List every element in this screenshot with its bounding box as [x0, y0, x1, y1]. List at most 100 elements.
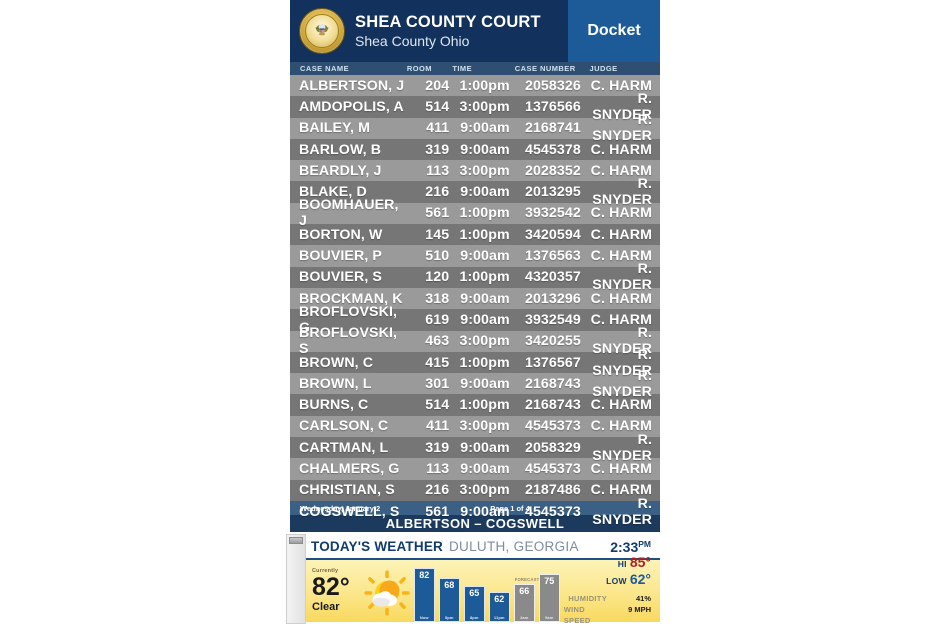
scrollbar[interactable]	[286, 534, 306, 624]
cell-case-name: BARLOW, B	[299, 141, 382, 158]
cell-case-name: BEARDLY, J	[299, 162, 382, 179]
mode-badge-label: Docket	[587, 22, 641, 39]
table-column-header: CASE NAME ROOM TIME CASE NUMBER JUDGE	[290, 62, 660, 75]
forecast-bar: 62 11pm	[488, 592, 510, 622]
cell-room: 216	[425, 482, 450, 499]
forecast-bar-time: 5pm	[444, 615, 454, 620]
cell-room: 561	[425, 503, 450, 520]
cell-judge: R. SNYDER	[592, 112, 653, 145]
cell-case-number: 1376563	[524, 248, 581, 265]
cell-case-name: BLAKE, D	[299, 184, 367, 201]
table-row: CHALMERS, G 113 9:00am 4545373 C. HARM	[290, 458, 660, 480]
forecast-bar-time: 8pm	[469, 615, 479, 620]
forecast-bar-value: 62	[494, 594, 505, 604]
weather-title: TODAY'S WEATHER	[311, 539, 443, 554]
forecast-bar: 82 Now	[413, 568, 435, 622]
cell-case-number: 4545378	[524, 141, 581, 158]
cell-case-name: CHALMERS, G	[299, 460, 400, 477]
cell-judge: R. SNYDER	[592, 90, 653, 123]
cell-judge: C. HARM	[590, 77, 653, 94]
status-page-indicator: Page 1 of 4	[490, 503, 530, 513]
cell-case-number: 2168743	[524, 375, 581, 392]
cell-judge: R. SNYDER	[592, 176, 653, 209]
table-row: BROWN, C 415 1:00pm 1376567 R. SNYDER	[290, 347, 660, 379]
cell-time: 9:00am	[460, 311, 510, 328]
cell-room: 145	[425, 226, 450, 243]
cell-case-name: BURNS, C	[299, 397, 369, 414]
cell-judge: C. HARM	[590, 397, 653, 414]
cell-case-name: AMDOPOLIS, A	[299, 98, 404, 115]
table-row: BROCKMAN, K 318 9:00am 2013296 C. HARM	[290, 287, 660, 310]
cell-judge: R. SNYDER	[592, 261, 653, 294]
cell-room: 411	[426, 120, 450, 137]
forecast-bar-time: 2am	[520, 615, 529, 620]
cell-time: 3:00pm	[459, 482, 510, 499]
cell-judge: C. HARM	[590, 141, 653, 158]
cell-case-number: 2168741	[524, 120, 581, 137]
table-row: BEARDLY, J 113 3:00pm 2028352 C. HARM	[290, 160, 660, 182]
clock-meridiem: PM	[638, 538, 651, 549]
cell-time: 9:00am	[460, 439, 510, 456]
humidity-value: 41%	[635, 593, 651, 603]
forecast-bar-time: Now	[419, 615, 429, 620]
name-range-bar: ALBERTSON – COGSWELL	[290, 515, 660, 532]
table-row: CARLSON, C 411 3:00pm 4545373 C. HARM	[290, 415, 660, 438]
cell-case-number: 1376567	[524, 354, 581, 371]
cell-judge: R. SNYDER	[592, 325, 653, 358]
current-temperature: 82°	[312, 573, 350, 602]
eagle-glyph	[315, 24, 329, 36]
forecast-bar: 75 5am	[538, 574, 560, 622]
forecast-bar-value: 82	[419, 570, 430, 580]
wind-label: WIND SPEED	[563, 604, 591, 625]
table-row: CARTMAN, L 319 9:00am 2058329 R. SNYDER	[290, 432, 660, 464]
cell-case-name: CARTMAN, L	[299, 439, 389, 456]
hourly-forecast-chart: 82 Now 68 5pm 65 8pm 62 11pm FORECAST 66 2am 75 5am	[413, 560, 564, 622]
cell-judge: C. HARM	[590, 162, 653, 179]
cell-room: 514	[425, 98, 450, 115]
cell-case-name: CARLSON, C	[299, 418, 389, 435]
header-branding: SHEA COUNTY COURT Shea County Ohio	[290, 0, 568, 62]
cell-judge: C. HARM	[590, 460, 653, 477]
forecast-bar: FORECAST 66 2am	[513, 577, 539, 622]
cell-case-name: BROFLOVSKI, G	[299, 303, 398, 336]
weather-location: DULUTH, GEORGIA	[448, 539, 579, 554]
low-label: LOW	[606, 576, 627, 587]
forecast-bar-value: 66	[519, 586, 530, 596]
weather-gap	[290, 532, 660, 535]
cell-room: 514	[425, 397, 450, 414]
cell-case-name: BROCKMAN, K	[299, 290, 403, 307]
table-row: BAILEY, M 411 9:00am 2168741 R. SNYDER	[290, 112, 660, 144]
forecast-bar: 65 8pm	[463, 586, 485, 622]
cell-judge: C. HARM	[590, 418, 653, 435]
current-conditions: Currently 82° Clear	[290, 560, 364, 622]
table-row: BROFLOVSKI, S 463 3:00pm 3420255 R. SNYDER	[290, 325, 660, 357]
wind-value: 9 MPH	[628, 604, 651, 614]
forecast-bar-time: 5am	[545, 615, 554, 620]
weather-stats: HI 85° LOW 62° HUMIDITY 41% WIND SPEED 9 M…	[564, 555, 651, 625]
cell-time: 9:00am	[460, 460, 510, 477]
forecast-bar-value: 75	[544, 576, 555, 586]
table-row: BOUVIER, P 510 9:00am 1376563 C. HARM	[290, 245, 660, 267]
cell-case-number: 4545373	[524, 418, 581, 435]
cell-case-name: CHRISTIAN, S	[299, 482, 395, 499]
cell-case-number: 4320357	[524, 269, 581, 286]
cell-case-name: BAILEY, M	[299, 120, 371, 137]
cell-room: 319	[425, 439, 450, 456]
cell-case-number: 4545373	[524, 503, 581, 520]
cell-time: 1:00pm	[459, 269, 510, 286]
low-row: LOW 62°	[606, 572, 651, 589]
scrollbar-thumb[interactable]	[289, 537, 303, 544]
cell-room: 113	[426, 460, 450, 477]
cell-judge: R. SNYDER	[592, 367, 653, 400]
column-header-judge: JUDGE	[589, 64, 618, 73]
high-label: HI	[617, 559, 627, 570]
cell-time: 1:00pm	[459, 397, 510, 414]
cell-time: 9:00am	[460, 248, 510, 265]
cell-case-name: BOUVIER, P	[299, 248, 382, 265]
mode-badge-docket[interactable]: Docket	[568, 0, 660, 62]
low-value: 62°	[629, 571, 651, 588]
cell-room: 463	[425, 333, 450, 350]
forecast-bar-time: 11pm	[493, 615, 505, 620]
cell-judge: C. HARM	[590, 205, 653, 222]
